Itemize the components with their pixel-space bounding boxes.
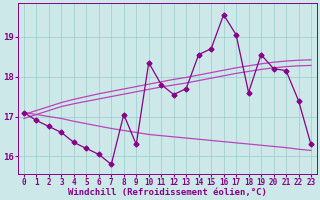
X-axis label: Windchill (Refroidissement éolien,°C): Windchill (Refroidissement éolien,°C) xyxy=(68,188,267,197)
